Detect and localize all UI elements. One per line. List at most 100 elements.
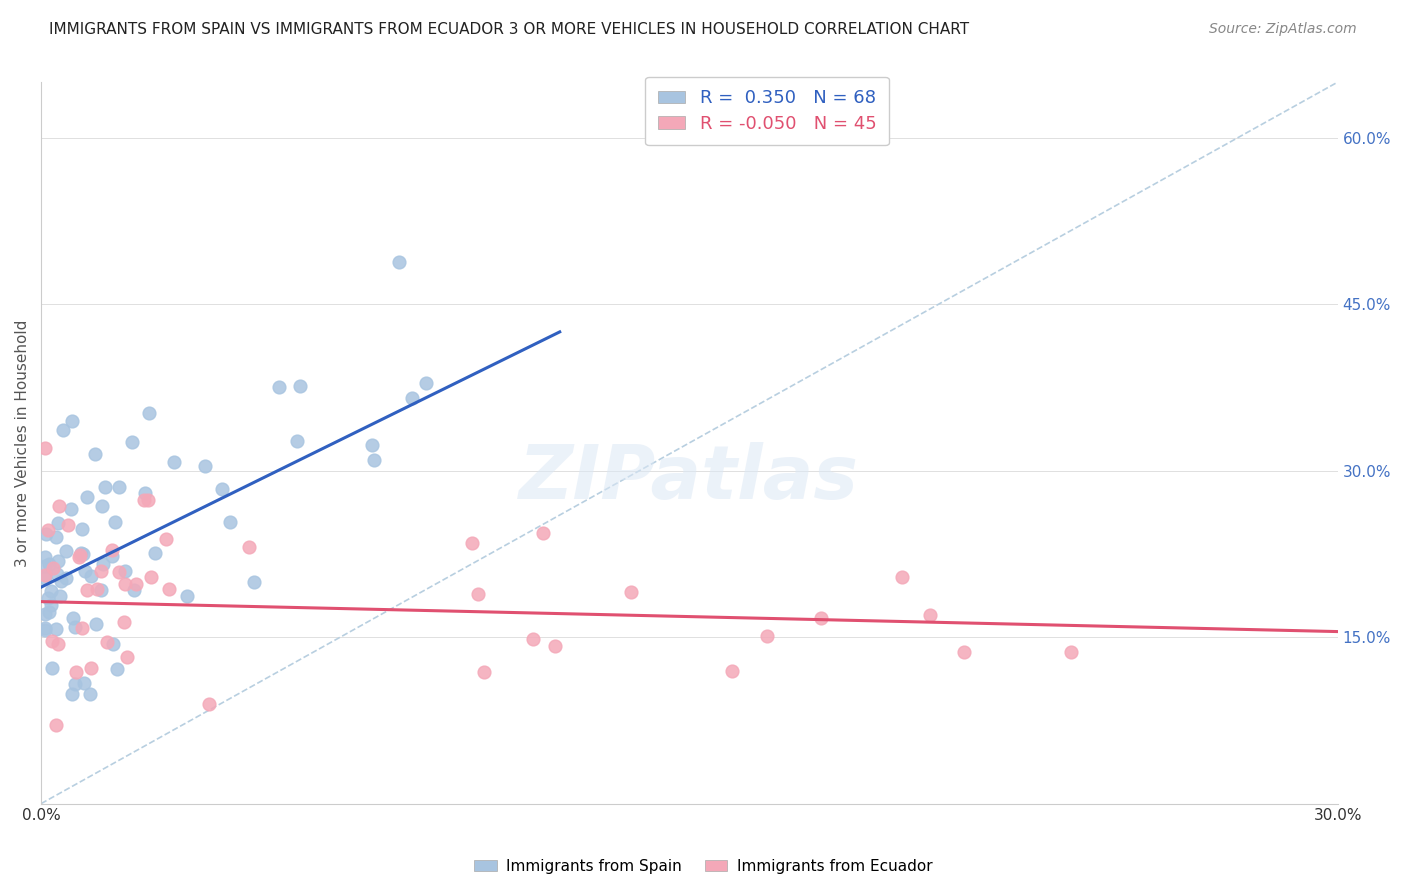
Point [55,571,77,585]
Point [132,493,155,508]
Point [401,391,423,405]
Point [211,482,233,496]
Point [114,577,136,591]
Point [474,665,496,680]
Point [45,622,67,636]
Point [86,582,108,596]
Point [34,442,56,456]
Point [60,414,83,428]
Point [37,523,59,537]
Point [76,583,98,598]
Point [86,617,108,632]
Point [101,542,124,557]
Point [139,570,162,584]
Point [39,584,62,599]
Legend: R =  0.350   N = 68, R = -0.050   N = 45: R = 0.350 N = 68, R = -0.050 N = 45 [645,77,889,145]
Point [620,584,643,599]
Point [34,624,56,638]
Point [34,607,56,622]
Point [63,677,86,691]
Point [91,558,114,572]
Point [56,518,79,533]
Point [48,500,70,514]
Point [387,255,409,269]
Point [60,687,83,701]
Point [90,564,112,578]
Point [41,661,63,675]
Point [134,486,156,500]
Point [531,526,554,541]
Point [101,549,124,564]
Point [121,434,143,449]
Point [194,459,217,474]
Point [46,516,69,530]
Point [467,587,489,601]
Point [288,378,311,392]
Point [49,589,72,603]
Point [125,577,148,591]
Point [269,379,291,393]
Point [55,544,77,558]
Point [34,567,56,582]
Text: ZIPatlas: ZIPatlas [519,442,859,516]
Point [45,530,67,544]
Point [920,608,942,623]
Point [38,557,60,571]
Point [522,632,544,647]
Point [105,662,128,676]
Point [143,546,166,560]
Point [90,499,112,513]
Point [69,548,91,562]
Point [41,634,63,648]
Point [69,546,91,560]
Point [42,560,65,574]
Point [59,501,82,516]
Point [103,637,125,651]
Point [162,455,184,469]
Point [115,649,138,664]
Point [34,571,56,585]
Point [46,637,69,651]
Point [67,549,90,564]
Point [65,620,87,634]
Point [243,575,266,590]
Legend: Immigrants from Spain, Immigrants from Ecuador: Immigrants from Spain, Immigrants from E… [468,853,938,880]
Point [62,610,84,624]
Point [70,522,93,536]
Point [35,527,58,541]
Point [544,639,567,653]
Point [114,564,136,578]
Point [38,605,60,619]
Point [108,565,131,579]
Point [90,583,112,598]
Point [34,621,56,635]
Point [363,453,385,467]
Point [104,516,127,530]
Point [891,570,914,584]
Point [45,718,67,732]
Point [721,664,744,678]
Point [415,376,437,390]
Point [461,536,484,550]
Point [80,569,103,583]
Point [810,611,832,625]
Point [755,629,778,643]
Point [285,434,308,448]
Point [361,438,384,452]
Point [112,615,135,630]
Point [1060,645,1083,659]
Y-axis label: 3 or more Vehicles in Household: 3 or more Vehicles in Household [15,319,30,566]
Point [72,676,94,690]
Point [122,582,145,597]
Text: IMMIGRANTS FROM SPAIN VS IMMIGRANTS FROM ECUADOR 3 OR MORE VEHICLES IN HOUSEHOLD: IMMIGRANTS FROM SPAIN VS IMMIGRANTS FROM… [49,22,969,37]
Point [155,532,177,546]
Point [34,549,56,564]
Point [94,480,117,494]
Text: Source: ZipAtlas.com: Source: ZipAtlas.com [1209,22,1357,37]
Point [238,541,260,555]
Point [39,598,62,612]
Point [76,491,98,505]
Point [84,447,107,461]
Point [96,635,118,649]
Point [79,687,101,701]
